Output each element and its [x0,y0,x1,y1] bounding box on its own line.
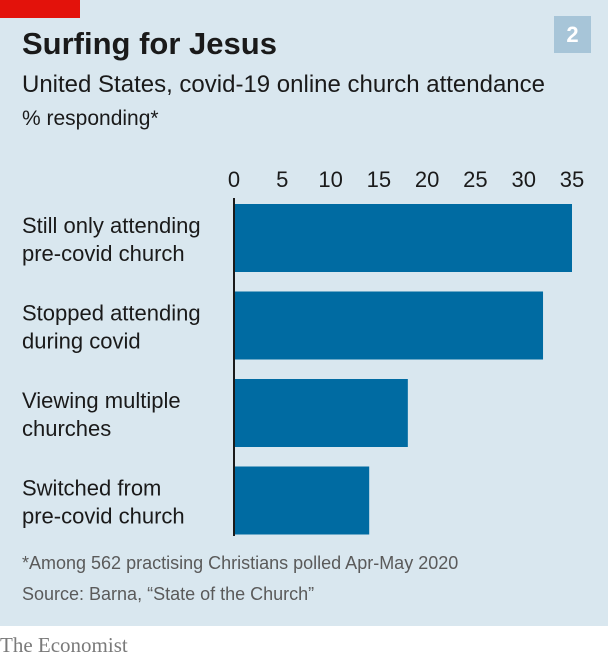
category-label-2: Viewing multiple churches [22,388,181,441]
footnote: *Among 562 practising Christians polled … [22,553,459,573]
unit-label: % responding* [22,107,159,130]
category-label-3: Switched from pre-covid church [22,476,185,529]
bar-3 [234,466,370,535]
category-label-0: Still only attending pre-covid church [22,213,201,266]
x-tick-label-0: 0 [228,167,240,192]
chart-number-badge: 2 [554,16,591,53]
chart-subtitle: United States, covid-19 online church at… [22,71,545,98]
x-tick-label-20: 20 [415,167,439,192]
source-note: Source: Barna, “State of the Church” [22,584,315,604]
x-tick-label-30: 30 [511,167,535,192]
x-tick-label-10: 10 [318,167,342,192]
x-tick-label-15: 15 [367,167,391,192]
bar-0 [234,204,572,272]
chart-panel: Surfing for Jesus 2 United States, covid… [0,0,608,626]
bar-1 [234,291,544,360]
category-label-1: Stopped attending during covid [22,301,201,354]
category-labels: Still only attending pre-covid church Stop… [22,213,201,529]
bar-chart: 0 5 10 15 20 25 30 35 Still only attending pre-c… [22,167,584,536]
red-accent-tag [0,0,80,18]
x-tick-label-5: 5 [276,167,288,192]
x-axis-ticks: 0 5 10 15 20 25 30 35 [228,167,584,192]
bars [234,204,572,535]
x-tick-label-25: 25 [463,167,487,192]
brand-logo-text: The Economist [0,633,128,657]
chart-title: Surfing for Jesus [22,26,277,61]
x-tick-label-35: 35 [560,167,584,192]
bar-2 [234,379,408,447]
